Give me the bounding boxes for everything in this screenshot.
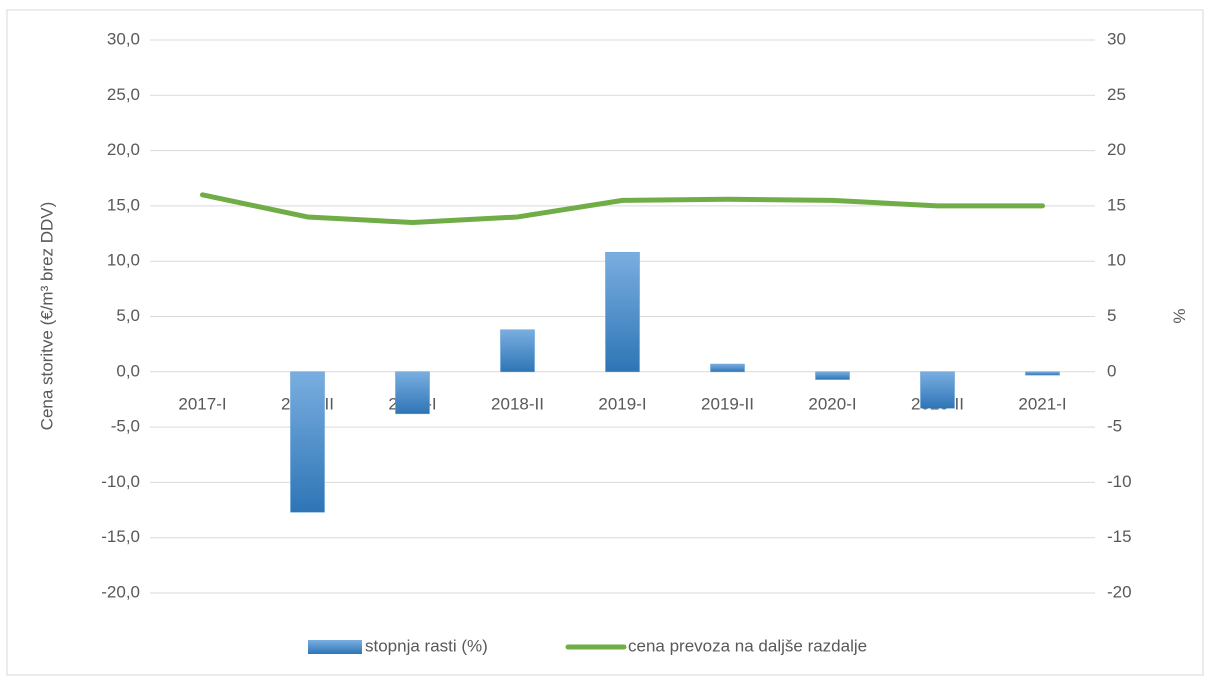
bar [920,371,955,409]
chart-border [6,9,1204,676]
bar [500,329,535,373]
y-tick-label: 20,0 [107,140,140,159]
bar [395,371,430,415]
bar [1025,371,1060,376]
y-tick-label: 15,0 [107,195,140,214]
x-tick-label: 2019-I [598,394,646,413]
y2-tick-label: -10 [1107,472,1132,491]
legend-swatch [308,640,362,654]
bar [605,252,640,373]
x-tick-label: 2021-I [1018,394,1066,413]
legend-label: cena prevoza na daljše razdalje [628,636,867,655]
x-tick-label: 2020-I [808,394,856,413]
y2-tick-label: -5 [1107,417,1122,436]
y-tick-label: -20,0 [101,582,140,601]
y-tick-label: 5,0 [116,306,140,325]
y-axis-label: Cena storitve (€/m³ brez DDV) [37,202,56,431]
x-tick-label: 2017-I [178,394,226,413]
legend-label: stopnja rasti (%) [365,636,488,655]
y2-tick-label: 10 [1107,251,1126,270]
y2-tick-label: 5 [1107,306,1116,325]
y-tick-label: -10,0 [101,472,140,491]
line [200,192,1045,225]
y-tick-label: 30,0 [107,29,140,48]
y2-tick-label: 25 [1107,85,1126,104]
y-tick-label: -5,0 [111,417,140,436]
y2-tick-label: 20 [1107,140,1126,159]
y2-tick-label: 15 [1107,195,1126,214]
bar [290,371,325,513]
y2-tick-label: -15 [1107,527,1132,546]
y-tick-label: 0,0 [116,361,140,380]
bar [815,371,850,380]
y2-axis-label: % [1170,308,1189,323]
y-tick-label: 10,0 [107,251,140,270]
x-tick-label: 2019-II [701,394,754,413]
y-tick-label: -15,0 [101,527,140,546]
y2-tick-label: 30 [1107,29,1126,48]
y-tick-label: 25,0 [107,85,140,104]
y2-tick-label: 0 [1107,361,1116,380]
bar [710,363,745,373]
x-tick-label: 2018-II [491,394,544,413]
y2-tick-label: -20 [1107,582,1132,601]
